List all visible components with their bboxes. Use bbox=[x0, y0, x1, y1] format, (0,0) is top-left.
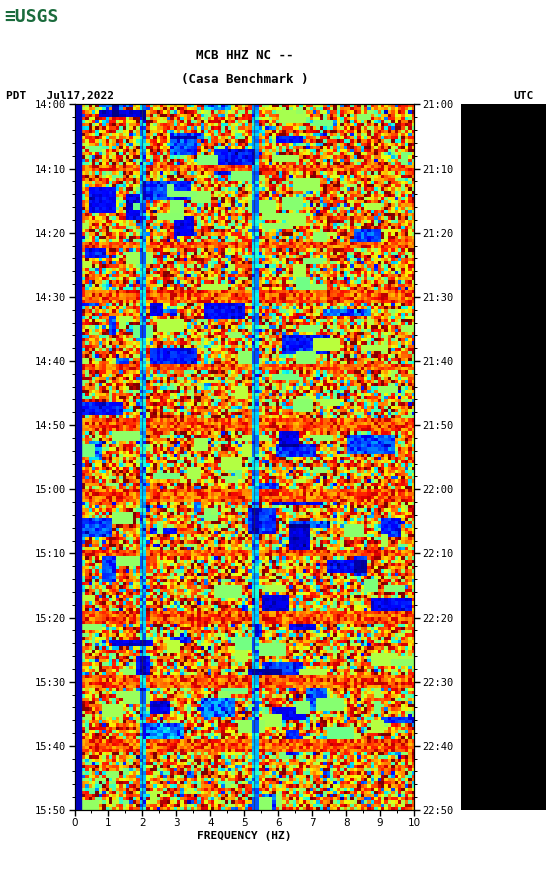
Text: PDT   Jul17,2022: PDT Jul17,2022 bbox=[6, 90, 114, 101]
X-axis label: FREQUENCY (HZ): FREQUENCY (HZ) bbox=[197, 831, 291, 841]
Text: MCB HHZ NC --: MCB HHZ NC -- bbox=[195, 49, 293, 62]
Text: (Casa Benchmark ): (Casa Benchmark ) bbox=[181, 73, 308, 86]
Text: ≡USGS: ≡USGS bbox=[4, 8, 59, 26]
Text: UTC: UTC bbox=[513, 90, 534, 101]
Bar bbox=[73, 104, 81, 810]
